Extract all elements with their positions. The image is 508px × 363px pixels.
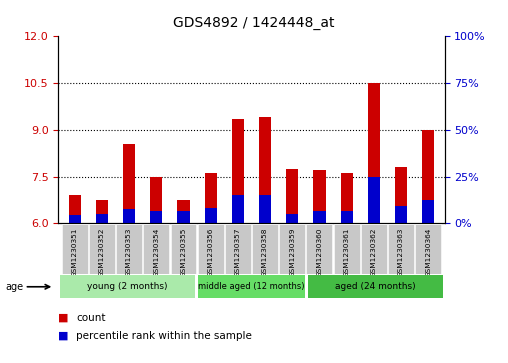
Bar: [198, 275, 305, 298]
Bar: [89, 224, 115, 274]
Bar: [252, 224, 278, 274]
Bar: [177, 211, 189, 223]
Bar: [259, 117, 271, 223]
Bar: [279, 224, 305, 274]
Text: GSM1230358: GSM1230358: [262, 227, 268, 277]
Text: age: age: [5, 282, 23, 292]
Bar: [69, 216, 81, 223]
Bar: [177, 200, 189, 223]
Text: GSM1230352: GSM1230352: [99, 227, 105, 277]
Text: percentile rank within the sample: percentile rank within the sample: [76, 331, 252, 341]
Bar: [313, 170, 326, 223]
Bar: [96, 214, 108, 223]
Bar: [143, 224, 169, 274]
Text: GSM1230351: GSM1230351: [72, 227, 78, 277]
Bar: [368, 176, 380, 223]
Text: GSM1230353: GSM1230353: [126, 227, 132, 277]
Bar: [388, 224, 414, 274]
Bar: [334, 224, 360, 274]
Bar: [225, 224, 251, 274]
Text: GSM1230363: GSM1230363: [398, 227, 404, 277]
Bar: [198, 224, 224, 274]
Bar: [340, 211, 353, 223]
Bar: [150, 211, 163, 223]
Bar: [395, 206, 407, 223]
Text: middle aged (12 months): middle aged (12 months): [198, 282, 305, 291]
Bar: [205, 208, 217, 223]
Bar: [232, 195, 244, 223]
Bar: [123, 209, 135, 223]
Text: count: count: [76, 313, 106, 323]
Text: ■: ■: [58, 331, 69, 341]
Bar: [205, 174, 217, 223]
Bar: [340, 174, 353, 223]
Text: GSM1230356: GSM1230356: [208, 227, 214, 277]
Text: GSM1230362: GSM1230362: [371, 227, 377, 277]
Bar: [308, 275, 443, 298]
Bar: [313, 211, 326, 223]
Text: GDS4892 / 1424448_at: GDS4892 / 1424448_at: [173, 16, 335, 30]
Bar: [286, 169, 298, 223]
Bar: [150, 176, 163, 223]
Text: GSM1230355: GSM1230355: [180, 227, 186, 277]
Bar: [361, 224, 387, 274]
Bar: [232, 119, 244, 223]
Bar: [415, 224, 441, 274]
Bar: [62, 224, 88, 274]
Bar: [422, 130, 434, 223]
Text: young (2 months): young (2 months): [87, 282, 168, 291]
Text: GSM1230364: GSM1230364: [425, 227, 431, 277]
Bar: [116, 224, 142, 274]
Bar: [306, 224, 332, 274]
Bar: [422, 200, 434, 223]
Bar: [259, 195, 271, 223]
Bar: [171, 224, 197, 274]
Bar: [60, 275, 195, 298]
Bar: [69, 195, 81, 223]
Text: GSM1230357: GSM1230357: [235, 227, 241, 277]
Bar: [96, 200, 108, 223]
Text: GSM1230361: GSM1230361: [343, 227, 350, 277]
Bar: [395, 167, 407, 223]
Text: ■: ■: [58, 313, 69, 323]
Bar: [123, 144, 135, 223]
Text: aged (24 months): aged (24 months): [335, 282, 416, 291]
Bar: [368, 83, 380, 223]
Text: GSM1230354: GSM1230354: [153, 227, 160, 277]
Bar: [286, 214, 298, 223]
Text: GSM1230360: GSM1230360: [316, 227, 323, 277]
Text: GSM1230359: GSM1230359: [289, 227, 295, 277]
